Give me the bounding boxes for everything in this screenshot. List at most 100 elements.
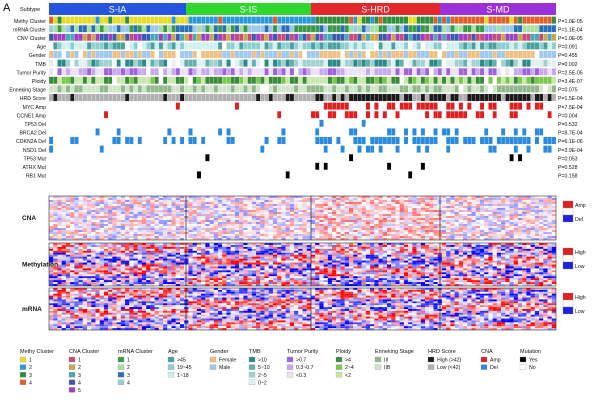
heatmap-cell	[205, 212, 210, 215]
heatmap-cell	[272, 220, 278, 223]
track-cell	[251, 153, 257, 162]
heatmap-cell	[441, 218, 447, 221]
heatmap-cell	[551, 202, 557, 205]
heatmap-cell	[99, 228, 104, 231]
heatmap-cell	[146, 224, 151, 227]
heatmap-cell	[125, 226, 130, 229]
track-cell	[543, 171, 548, 179]
heatmap-cell	[387, 206, 392, 209]
track-cell	[255, 50, 261, 59]
track-cell	[217, 102, 223, 110]
track-cell	[116, 50, 121, 59]
track-cell	[116, 85, 121, 93]
heatmap-cell	[192, 232, 197, 235]
track-cell	[547, 119, 552, 128]
heatmap-cell	[395, 238, 400, 241]
heatmap-cell	[539, 204, 544, 207]
track-cell	[200, 162, 206, 171]
track-cell	[260, 33, 265, 42]
track-cell	[492, 24, 498, 33]
heatmap-cell	[281, 224, 286, 227]
track-cell	[484, 93, 489, 102]
heatmap-cell	[289, 196, 295, 199]
track-cell	[272, 110, 278, 119]
track-cell	[108, 16, 113, 24]
heatmap-cell	[551, 236, 557, 239]
track-cell	[268, 24, 274, 33]
heatmap-cell	[458, 230, 464, 233]
track-cell	[505, 16, 510, 24]
track-cell	[475, 136, 481, 145]
heatmap-cell	[357, 230, 362, 233]
heatmap-cell	[458, 232, 464, 235]
heatmap-cell	[471, 226, 476, 229]
track-cell	[365, 171, 371, 179]
track-cell	[441, 136, 447, 145]
track-cell	[378, 42, 383, 50]
track-cell	[120, 171, 126, 179]
track-cell	[289, 119, 295, 128]
track-cell	[65, 33, 71, 42]
heatmap-cell	[517, 228, 523, 231]
track-cell	[323, 33, 329, 42]
heatmap-cell	[513, 224, 519, 227]
track-cell	[551, 128, 557, 136]
track-cell	[302, 119, 307, 128]
track-cell	[361, 59, 367, 67]
heatmap-cell	[209, 204, 214, 207]
track-cell	[551, 85, 557, 93]
heatmap-cell	[264, 202, 269, 205]
heatmap-cell	[374, 202, 379, 205]
heatmap-cell	[234, 214, 240, 217]
track-cell	[200, 50, 206, 59]
track-cell	[391, 67, 396, 76]
track-cell	[412, 67, 417, 76]
heatmap-cell	[91, 218, 96, 221]
track-cell	[327, 50, 333, 59]
heatmap-cell	[450, 204, 455, 207]
heatmap-cell	[129, 238, 134, 241]
track-cell	[171, 59, 176, 67]
heatmap-cell	[158, 232, 164, 235]
heatmap-cell	[129, 200, 134, 203]
heatmap-cell	[82, 216, 88, 219]
heatmap-cell	[272, 226, 278, 229]
track-cell	[484, 85, 489, 93]
track-cell	[382, 59, 388, 67]
heatmap-cell	[425, 230, 430, 233]
heatmap-cell	[201, 200, 206, 203]
track-cell	[344, 110, 350, 119]
heatmap-cell	[285, 226, 290, 229]
heatmap-cell	[179, 212, 185, 215]
track-cell	[112, 128, 117, 136]
heatmap-cell	[496, 200, 502, 203]
heatmap-cell	[256, 204, 261, 207]
track-cell	[264, 59, 269, 67]
heatmap-cell	[281, 228, 286, 231]
heatmap-cell	[547, 234, 552, 237]
track-cell	[378, 128, 383, 136]
heatmap-cell	[188, 234, 193, 237]
heatmap-cell	[78, 236, 83, 239]
heatmap-cell	[526, 220, 531, 223]
heatmap-cell	[492, 230, 497, 233]
track-cell	[412, 162, 417, 171]
heatmap-cell	[277, 208, 282, 211]
track-cell	[374, 162, 379, 171]
track-cell	[74, 50, 79, 59]
track-cell	[424, 145, 430, 153]
heatmap-cell	[310, 218, 316, 221]
heatmap-cell	[218, 232, 223, 235]
track-cell	[255, 76, 261, 85]
heatmap-cell	[484, 226, 489, 229]
track-cell	[209, 102, 214, 110]
heatmap-cell	[277, 222, 282, 225]
heatmap-cell	[370, 222, 375, 225]
heatmap-cell	[479, 212, 485, 215]
heatmap-cell	[479, 226, 485, 229]
track-cell	[500, 16, 506, 24]
track-cell	[471, 145, 476, 153]
heatmap-cell	[120, 218, 126, 221]
track-cell	[230, 24, 236, 33]
